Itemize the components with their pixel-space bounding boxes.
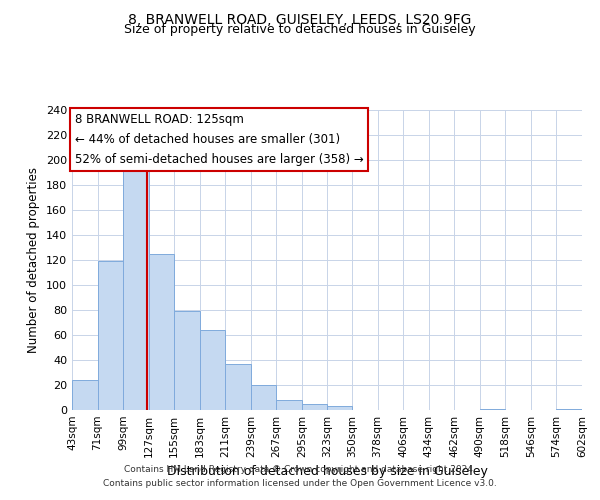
Bar [72, 380, 98, 410]
Bar [480, 409, 505, 410]
Text: 8, BRANWELL ROAD, GUISELEY, LEEDS, LS20 9FG: 8, BRANWELL ROAD, GUISELEY, LEEDS, LS20 … [128, 12, 472, 26]
Bar [123, 162, 149, 410]
Bar [302, 404, 328, 410]
Text: Contains HM Land Registry data © Crown copyright and database right 2024.
Contai: Contains HM Land Registry data © Crown c… [103, 466, 497, 487]
Bar [328, 406, 352, 410]
Bar [251, 385, 277, 410]
Text: 8 BRANWELL ROAD: 125sqm
← 44% of detached houses are smaller (301)
52% of semi-d: 8 BRANWELL ROAD: 125sqm ← 44% of detache… [74, 113, 364, 166]
Bar [277, 400, 302, 410]
Bar [98, 261, 123, 410]
Bar [174, 311, 200, 410]
X-axis label: Distribution of detached houses by size in Guiseley: Distribution of detached houses by size … [167, 466, 487, 478]
Bar [200, 330, 225, 410]
Y-axis label: Number of detached properties: Number of detached properties [28, 167, 40, 353]
Bar [225, 364, 251, 410]
Text: Size of property relative to detached houses in Guiseley: Size of property relative to detached ho… [124, 22, 476, 36]
Bar [556, 409, 582, 410]
Bar [149, 254, 174, 410]
